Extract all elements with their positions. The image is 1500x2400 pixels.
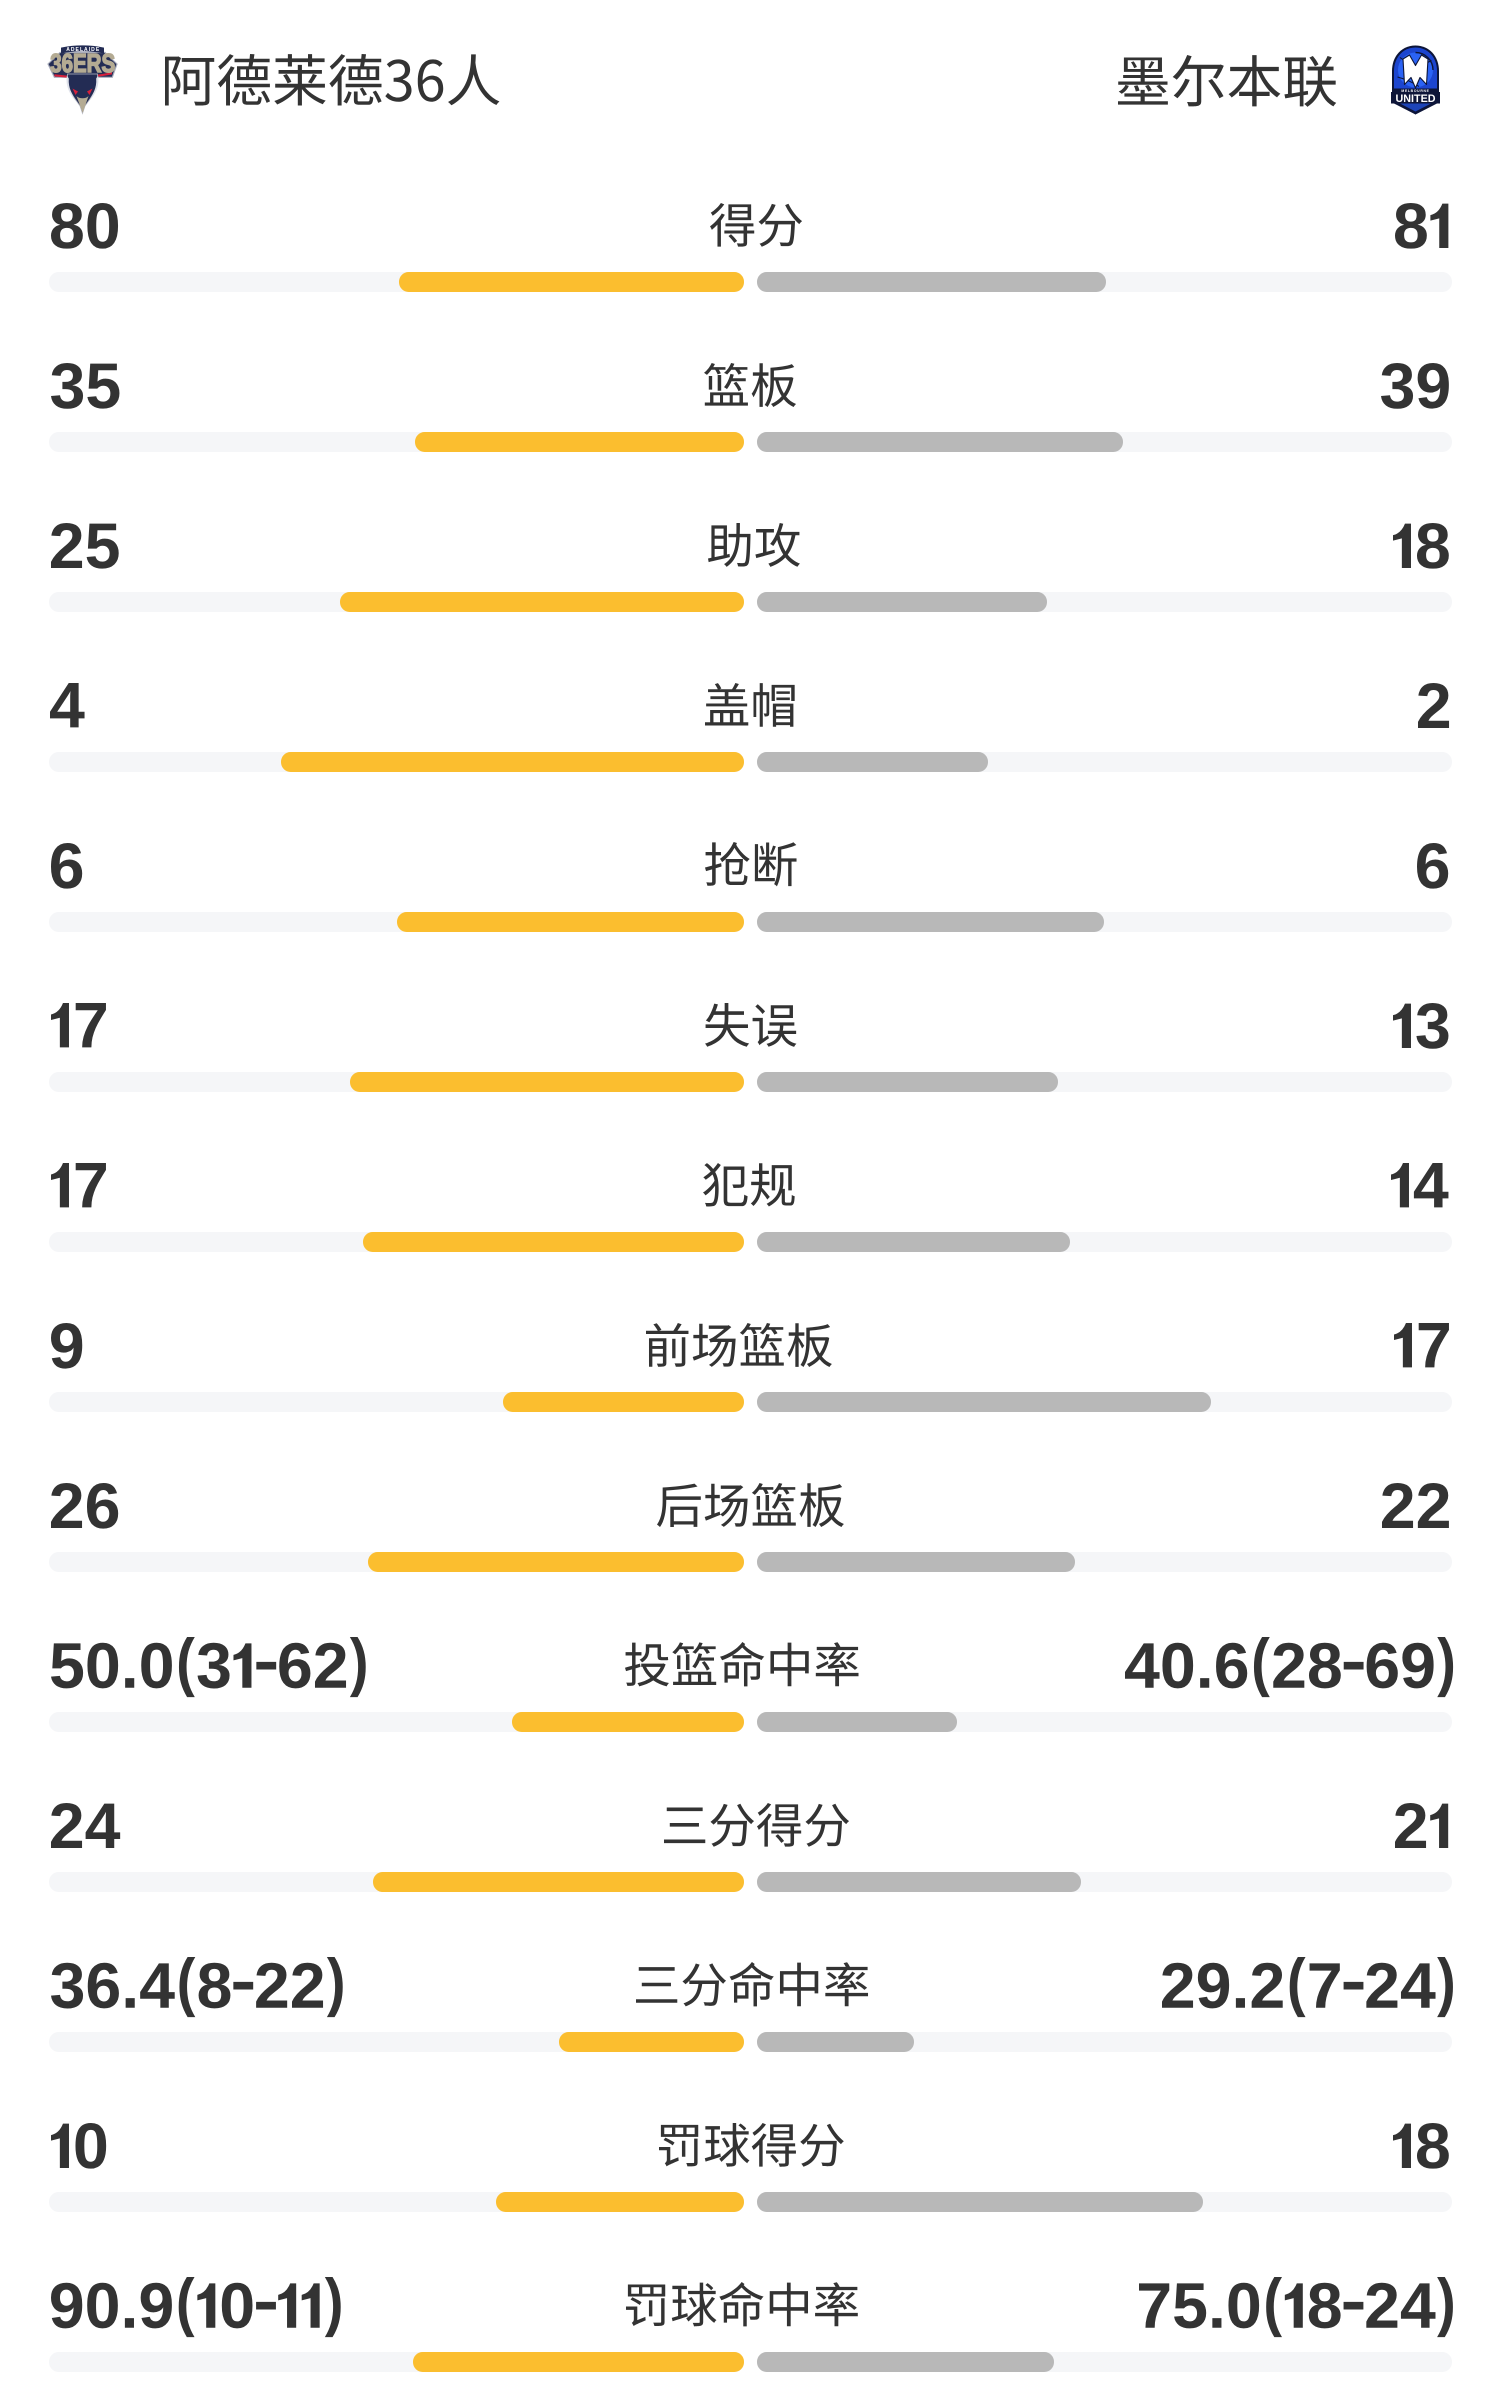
svg-text:MELBOURNE: MELBOURNE	[1401, 89, 1429, 93]
svg-text:UNITED: UNITED	[1396, 93, 1436, 105]
